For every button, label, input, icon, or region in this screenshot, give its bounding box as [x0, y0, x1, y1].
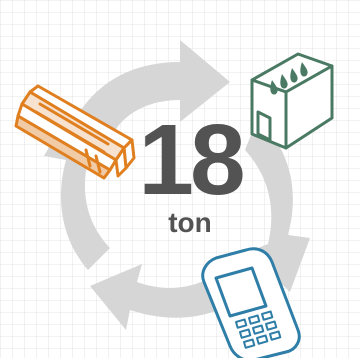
ink-cartridge-icon — [250, 52, 334, 150]
toner-cartridge-icon — [14, 84, 136, 180]
mobile-phone-icon — [201, 247, 301, 358]
counter-value: 18 — [138, 104, 243, 216]
counter-unit: ton — [168, 207, 212, 238]
